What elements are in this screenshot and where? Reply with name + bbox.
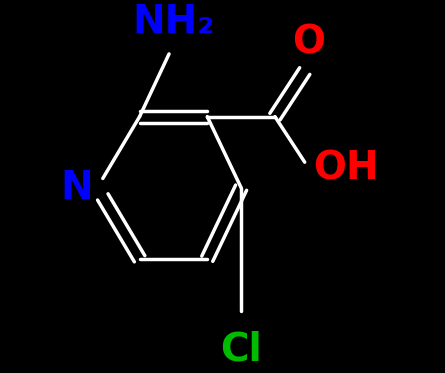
Text: OH: OH: [313, 150, 378, 187]
Text: Cl: Cl: [220, 331, 262, 369]
Text: N: N: [61, 169, 93, 207]
Text: O: O: [292, 23, 325, 62]
Text: NH₂: NH₂: [132, 3, 214, 41]
